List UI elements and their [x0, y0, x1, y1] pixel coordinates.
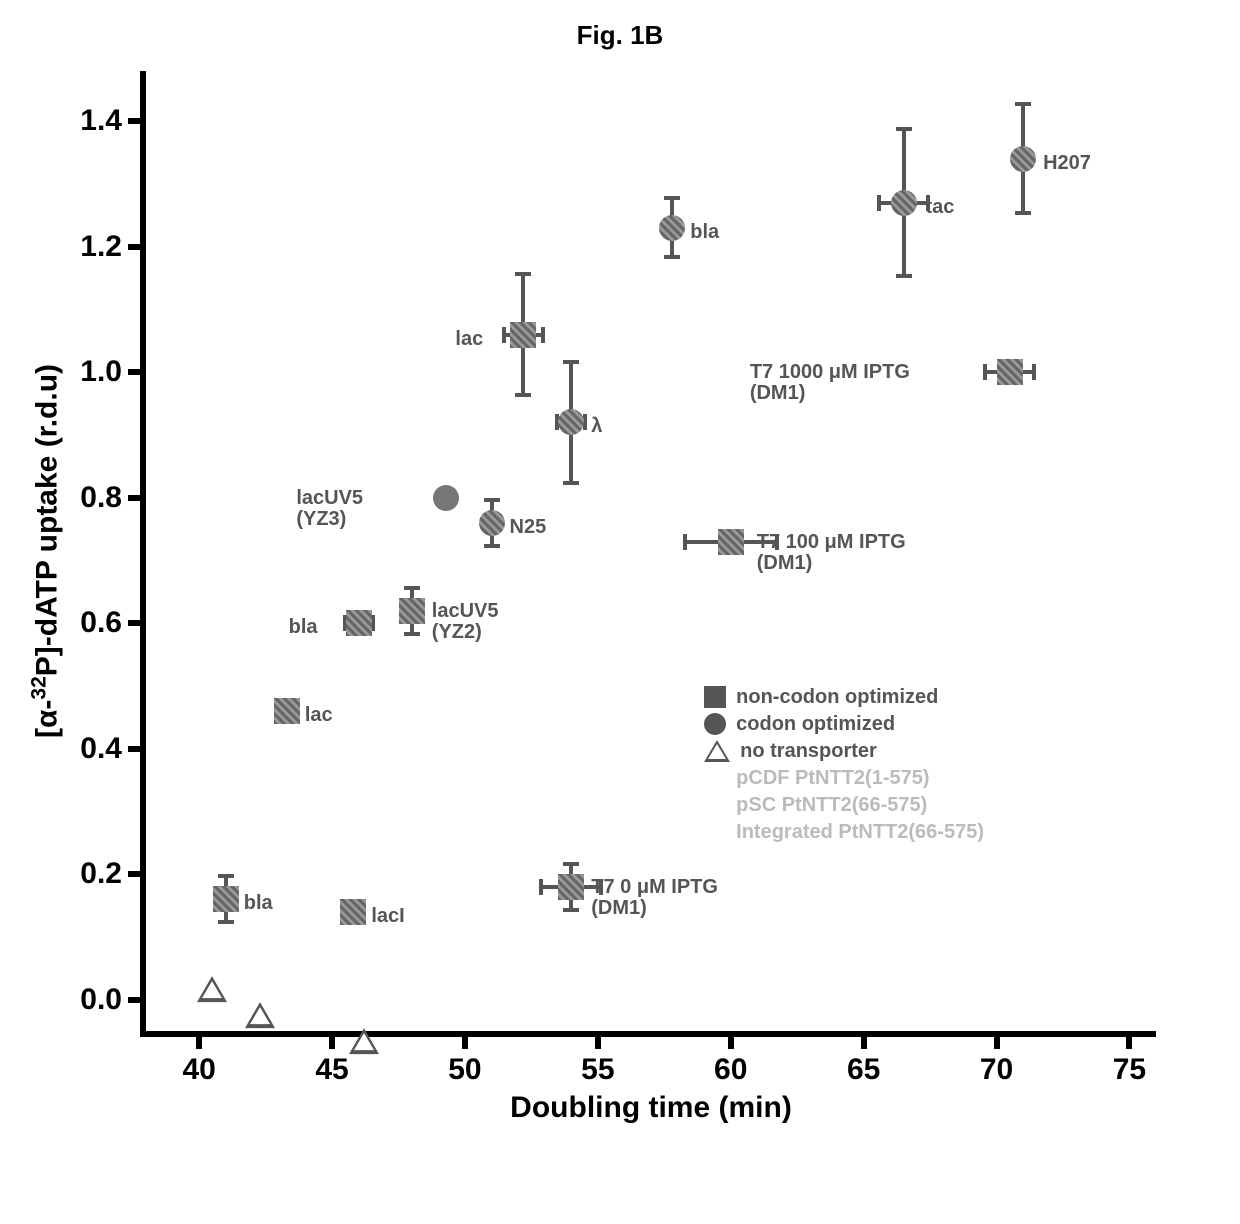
point-label: bla	[244, 893, 273, 914]
x-tick	[329, 1031, 335, 1049]
y-tick	[128, 620, 146, 626]
y-tick	[128, 495, 146, 501]
point-label: T7 100 μM IPTG(DM1)	[757, 532, 906, 574]
legend-triangle-icon	[704, 740, 730, 762]
x-axis-label: Doubling time (min)	[510, 1091, 792, 1125]
legend-label: non-codon optimized	[736, 686, 938, 709]
x-tick-label: 55	[581, 1053, 614, 1087]
data-point	[479, 510, 505, 536]
data-point	[245, 1002, 275, 1028]
legend-row: codon optimized	[704, 713, 984, 736]
x-tick-label: 65	[847, 1053, 880, 1087]
x-tick-label: 45	[315, 1053, 348, 1087]
y-tick	[128, 746, 146, 752]
x-tick	[595, 1031, 601, 1049]
point-label: T7 1000 μM IPTG(DM1)	[750, 362, 910, 404]
point-label: H207	[1043, 153, 1091, 174]
legend: non-codon optimized codon optimized no tra…	[704, 686, 984, 848]
y-tick	[128, 871, 146, 877]
x-tick-label: 40	[182, 1053, 215, 1087]
y-tick-label: 1.2	[80, 230, 122, 264]
y-tick-label: 0.4	[80, 732, 122, 766]
point-label: N25	[510, 517, 547, 538]
x-tick-label: 60	[714, 1053, 747, 1087]
data-point	[346, 610, 372, 636]
point-label: tac	[926, 197, 955, 218]
y-tick-label: 0.8	[80, 481, 122, 515]
y-tick-label: 0.0	[80, 983, 122, 1017]
y-axis-label: [α-32P]-dATP uptake (r.d.u)	[28, 364, 65, 738]
y-tick-label: 0.2	[80, 857, 122, 891]
y-tick-label: 0.6	[80, 606, 122, 640]
data-point	[558, 409, 584, 435]
point-label: lac	[305, 705, 333, 726]
x-tick	[728, 1031, 734, 1049]
data-point	[197, 976, 227, 1002]
point-label: lacUV5(YZ3)	[296, 488, 363, 530]
data-point	[349, 1028, 379, 1054]
y-tick	[128, 369, 146, 375]
data-point	[997, 359, 1023, 385]
x-tick	[196, 1031, 202, 1049]
x-tick-label: 70	[980, 1053, 1013, 1087]
data-point	[340, 899, 366, 925]
point-label: lacUV5(YZ2)	[432, 601, 499, 643]
point-label: bla	[690, 222, 719, 243]
x-tick	[462, 1031, 468, 1049]
legend-label: no transporter	[740, 740, 877, 763]
legend-note: pCDF PtNTT2(1-575)	[736, 767, 984, 790]
legend-row: non-codon optimized	[704, 686, 984, 709]
data-point	[718, 529, 744, 555]
legend-note: Integrated PtNTT2(66-575)	[736, 821, 984, 844]
legend-square-icon	[704, 686, 726, 708]
point-label: lacI	[371, 906, 404, 927]
data-point	[399, 598, 425, 624]
y-tick-label: 1.0	[80, 355, 122, 389]
legend-circle-icon	[704, 713, 726, 735]
x-tick	[861, 1031, 867, 1049]
y-tick	[128, 997, 146, 1003]
point-label: bla	[289, 617, 318, 638]
data-point	[558, 874, 584, 900]
x-tick-label: 75	[1113, 1053, 1146, 1087]
legend-note: pSC PtNTT2(66-575)	[736, 794, 984, 817]
x-tick	[994, 1031, 1000, 1049]
legend-row: no transporter	[704, 740, 984, 763]
figure-container: Fig. 1B [α-32P]-dATP uptake (r.d.u) Doub…	[20, 20, 1220, 1037]
x-tick-label: 50	[448, 1053, 481, 1087]
data-point	[891, 190, 917, 216]
y-tick-label: 1.4	[80, 104, 122, 138]
y-tick	[128, 244, 146, 250]
figure-title: Fig. 1B	[20, 20, 1220, 51]
data-point	[274, 698, 300, 724]
data-point	[213, 886, 239, 912]
data-point	[510, 322, 536, 348]
y-tick	[128, 118, 146, 124]
data-point	[659, 215, 685, 241]
data-point	[433, 485, 459, 511]
legend-label: codon optimized	[736, 713, 895, 736]
point-label: T7 0 μM IPTG(DM1)	[591, 877, 718, 919]
point-label: λ	[591, 416, 602, 437]
x-tick	[1126, 1031, 1132, 1049]
data-point	[1010, 146, 1036, 172]
scatter-plot: [α-32P]-dATP uptake (r.d.u) Doubling tim…	[140, 71, 1156, 1037]
point-label: lac	[455, 329, 483, 350]
